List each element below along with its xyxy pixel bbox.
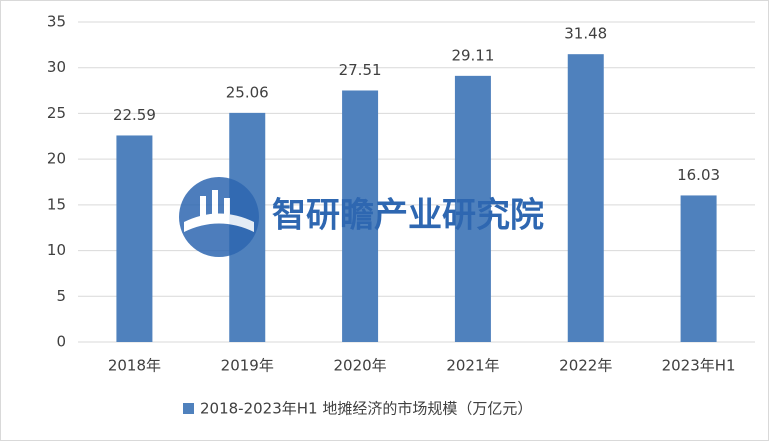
data-label: 29.11 [451, 46, 494, 64]
bar [454, 75, 491, 342]
y-tick-label: 10 [47, 241, 66, 259]
bar [342, 90, 379, 342]
x-tick-label: 2021年 [446, 357, 499, 375]
x-tick-label: 2018年 [108, 357, 161, 375]
logo-wave [184, 213, 254, 232]
bar [116, 135, 153, 342]
data-label: 27.51 [339, 61, 382, 79]
y-tick-label: 5 [56, 287, 66, 305]
x-tick-label: 2022年 [559, 357, 612, 375]
y-tick-label: 25 [47, 104, 66, 122]
y-tick-label: 0 [56, 333, 66, 351]
bar [567, 54, 604, 342]
logo-bar [200, 196, 206, 218]
data-label: 22.59 [113, 106, 156, 124]
y-tick-label: 35 [47, 13, 66, 31]
data-label: 31.48 [564, 25, 607, 43]
data-label: 16.03 [677, 166, 720, 184]
logo-bar [224, 198, 230, 218]
x-tick-label: 2020年 [333, 357, 386, 375]
watermark-logo [179, 177, 259, 257]
logo-bar [212, 190, 218, 218]
watermark-text: 智研瞻产业研究院 [272, 196, 544, 236]
bar [680, 195, 717, 342]
x-tick-label: 2019年 [221, 357, 274, 375]
x-tick-label: 2023年H1 [662, 357, 736, 375]
y-tick-label: 15 [47, 195, 66, 213]
y-tick-label: 20 [47, 150, 66, 168]
data-label: 25.06 [226, 83, 269, 101]
y-tick-label: 30 [47, 58, 66, 76]
legend-label: 2018-2023年H1 地摊经济的市场规模（万亿元） [200, 400, 532, 418]
legend-swatch [183, 403, 194, 414]
